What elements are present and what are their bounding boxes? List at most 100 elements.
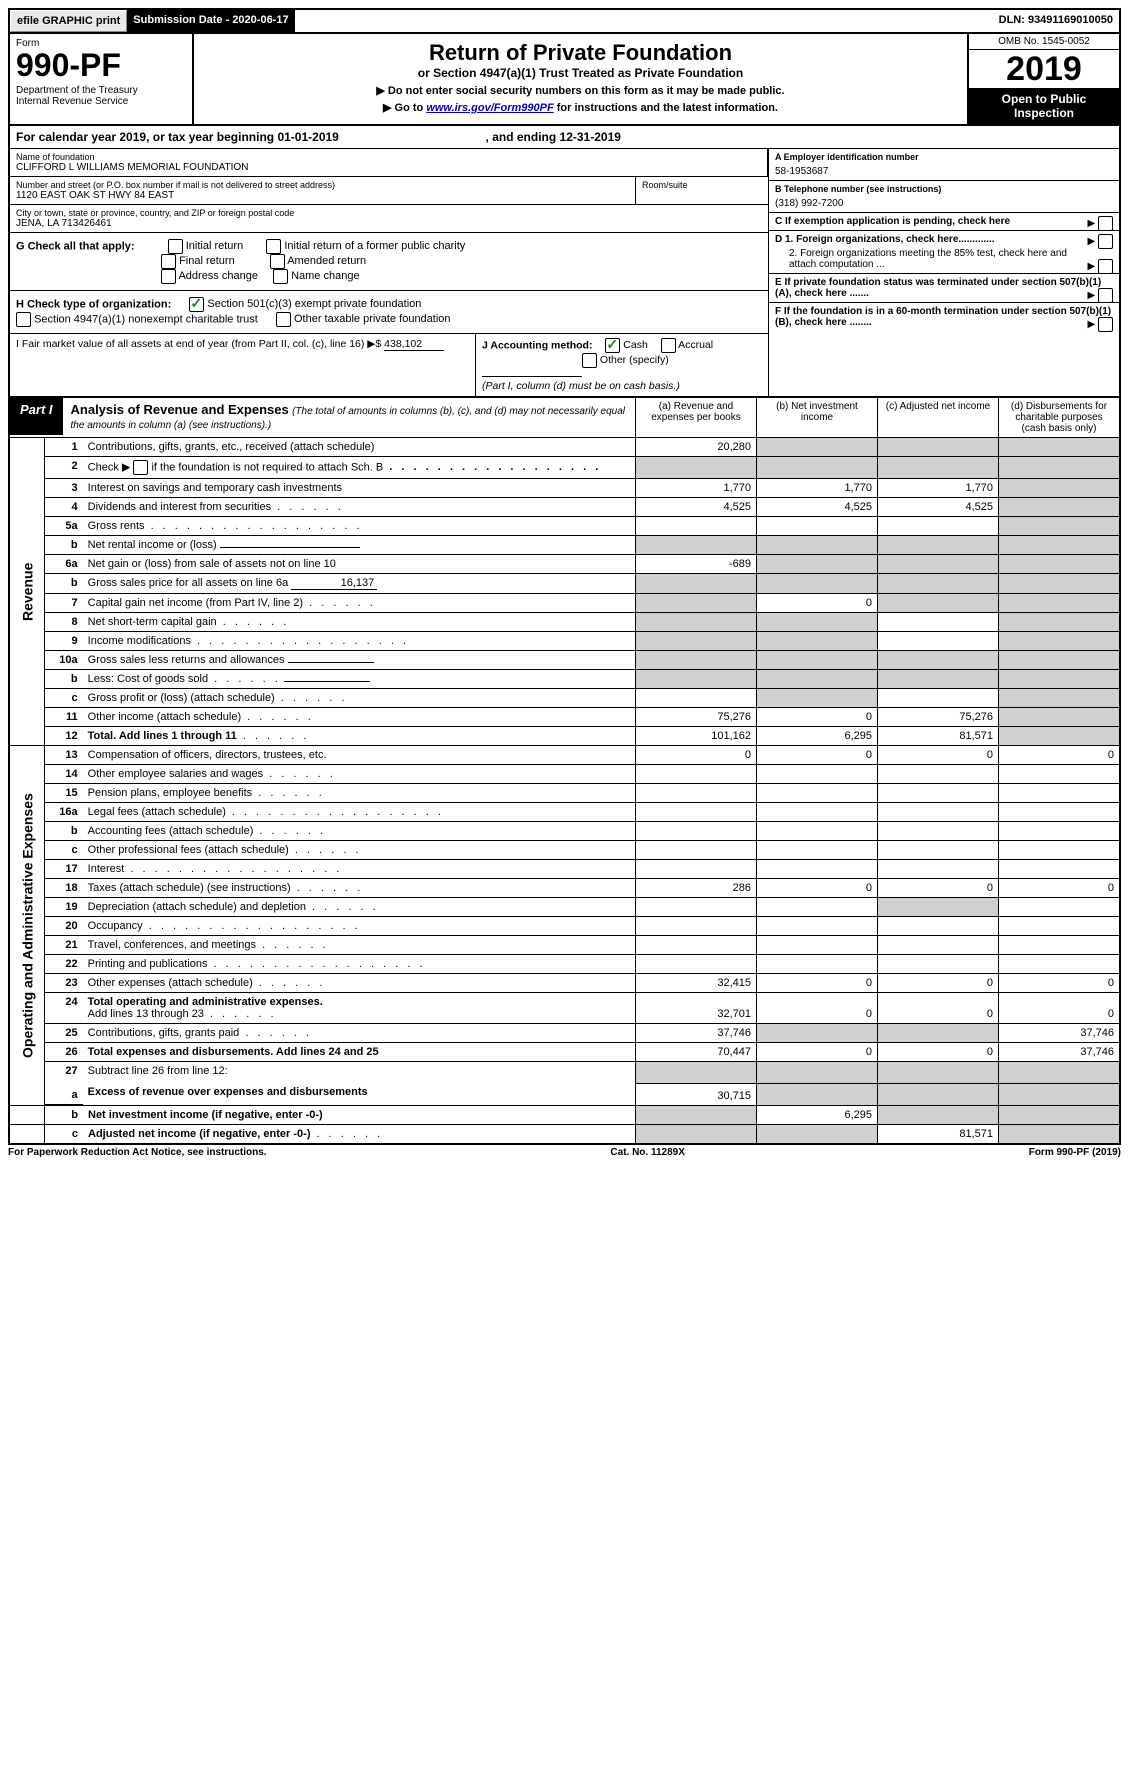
checkbox-amended[interactable] [270,254,285,269]
efile-print-button[interactable]: efile GRAPHIC print [10,10,127,32]
ein-label: A Employer identification number [775,152,1113,162]
form-990pf: efile GRAPHIC print Submission Date - 20… [8,8,1121,1145]
phone-value: (318) 992-7200 [775,198,1113,209]
form-subtitle: or Section 4947(a)(1) Trust Treated as P… [200,66,961,80]
table-row: 23Other expenses (attach schedule)32,415… [10,974,1119,993]
instruction-1: ▶ Do not enter social security numbers o… [200,84,961,97]
table-row: 19Depreciation (attach schedule) and dep… [10,898,1119,917]
omb-number: OMB No. 1545-0052 [969,34,1119,50]
table-row: 22Printing and publications [10,955,1119,974]
city-value: JENA, LA 713426461 [16,218,762,229]
table-row: 2 Check ▶ if the foundation is not requi… [10,457,1119,479]
checkbox-501c3[interactable] [189,297,204,312]
form-link[interactable]: www.irs.gov/Form990PF [426,102,553,114]
table-row: bAccounting fees (attach schedule) [10,822,1119,841]
table-row: 21Travel, conferences, and meetings [10,936,1119,955]
table-row: Operating and Administrative Expenses 13… [10,746,1119,765]
info-grid: Name of foundation CLIFFORD L WILLIAMS M… [10,149,1119,396]
table-row: 6aNet gain or (loss) from sale of assets… [10,555,1119,574]
part-1-label: Part I [10,398,63,435]
form-ref: Form 990-PF (2019) [1029,1147,1121,1158]
checkbox-e[interactable] [1098,288,1113,303]
table-row: 17Interest [10,860,1119,879]
inspection-label: Open to Public Inspection [969,88,1119,124]
dln: DLN: 93491169010050 [993,10,1119,32]
street-address: 1120 EAST OAK ST HWY 84 EAST [16,190,629,201]
expenses-label: Operating and Administrative Expenses [10,746,44,1105]
page-footer: For Paperwork Reduction Act Notice, see … [8,1145,1121,1158]
table-row: bNet rental income or (loss) [10,536,1119,555]
checkbox-cash[interactable] [605,338,620,353]
checkbox-initial-return[interactable] [168,239,183,254]
revenue-label: Revenue [10,438,44,746]
checkbox-address-change[interactable] [161,269,176,284]
checkbox-other-method[interactable] [582,353,597,368]
section-d2: 2. Foreign organizations meeting the 85%… [789,248,1067,270]
table-row: 14Other employee salaries and wages [10,765,1119,784]
checkbox-name-change[interactable] [273,269,288,284]
col-c-header: (c) Adjusted net income [878,397,999,438]
table-row: bNet investment income (if negative, ent… [10,1106,1119,1125]
analysis-table: Part I Analysis of Revenue and Expenses … [10,396,1119,1105]
table-row: 27aSubtract line 26 from line 12: [10,1062,1119,1084]
checkbox-other-taxable[interactable] [276,312,291,327]
table-row: Excess of revenue over expenses and disb… [10,1083,1119,1105]
name-label: Name of foundation [16,152,761,162]
table-row: Revenue 1 Contributions, gifts, grants, … [10,438,1119,457]
city-label: City or town, state or province, country… [16,208,762,218]
table-row: 26Total expenses and disbursements. Add … [10,1043,1119,1062]
table-row: 9Income modifications [10,632,1119,651]
table-row: 18Taxes (attach schedule) (see instructi… [10,879,1119,898]
instruction-2: ▶ Go to www.irs.gov/Form990PF for instru… [200,101,961,114]
table-row: 20Occupancy [10,917,1119,936]
calendar-year-row: For calendar year 2019, or tax year begi… [10,126,1119,149]
section-d1: D 1. Foreign organizations, check here..… [775,234,995,245]
table-row: 4Dividends and interest from securities … [10,498,1119,517]
section-h: H Check type of organization: Section 50… [10,291,768,334]
section-g: G Check all that apply: Initial return I… [10,233,768,291]
foundation-name: CLIFFORD L WILLIAMS MEMORIAL FOUNDATION [16,162,761,173]
checkbox-sch-b[interactable] [133,460,148,475]
checkbox-initial-former[interactable] [266,239,281,254]
form-header: Form 990-PF Department of the Treasury I… [10,34,1119,126]
phone-label: B Telephone number (see instructions) [775,184,1113,194]
paperwork-notice: For Paperwork Reduction Act Notice, see … [8,1147,267,1158]
checkbox-d2[interactable] [1098,259,1113,274]
table-row: 16aLegal fees (attach schedule) [10,803,1119,822]
section-c: C If exemption application is pending, c… [775,216,1010,227]
section-e: E If private foundation status was termi… [775,277,1101,299]
checkbox-accrual[interactable] [661,338,676,353]
checkbox-final-return[interactable] [161,254,176,269]
checkbox-f[interactable] [1098,317,1113,332]
table-row: 10aGross sales less returns and allowanc… [10,651,1119,670]
table-row: cGross profit or (loss) (attach schedule… [10,689,1119,708]
col-b-header: (b) Net investment income [757,397,878,438]
table-row: 12Total. Add lines 1 through 11 101,1626… [10,727,1119,746]
table-row: 25Contributions, gifts, grants paid37,74… [10,1024,1119,1043]
checkbox-d1[interactable] [1098,234,1113,249]
table-row: 7Capital gain net income (from Part IV, … [10,594,1119,613]
table-row: 15Pension plans, employee benefits [10,784,1119,803]
room-label: Room/suite [642,180,762,190]
submission-date: Submission Date - 2020-06-17 [127,10,294,32]
table-row: bGross sales price for all assets on lin… [10,574,1119,594]
addr-label: Number and street (or P.O. box number if… [16,180,629,190]
tax-year: 2019 [969,50,1119,88]
catalog-number: Cat. No. 11289X [610,1147,684,1158]
section-i: I Fair market value of all assets at end… [10,334,475,396]
table-row: 11Other income (attach schedule) 75,2760… [10,708,1119,727]
checkbox-c[interactable] [1098,216,1113,231]
form-title: Return of Private Foundation [200,40,961,66]
form-number: 990-PF [16,49,186,81]
table-row: bLess: Cost of goods sold [10,670,1119,689]
table-row: 5aGross rents [10,517,1119,536]
checkbox-4947a1[interactable] [16,312,31,327]
table-row: cOther professional fees (attach schedul… [10,841,1119,860]
fmv-value: 438,102 [384,338,444,351]
section-f: F If the foundation is in a 60-month ter… [775,306,1111,328]
department: Department of the Treasury Internal Reve… [16,85,186,107]
col-a-header: (a) Revenue and expenses per books [636,397,757,438]
col-d-header: (d) Disbursements for charitable purpose… [999,397,1120,438]
table-row: 24Total operating and administrative exp… [10,993,1119,1024]
table-row: cAdjusted net income (if negative, enter… [10,1125,1119,1144]
